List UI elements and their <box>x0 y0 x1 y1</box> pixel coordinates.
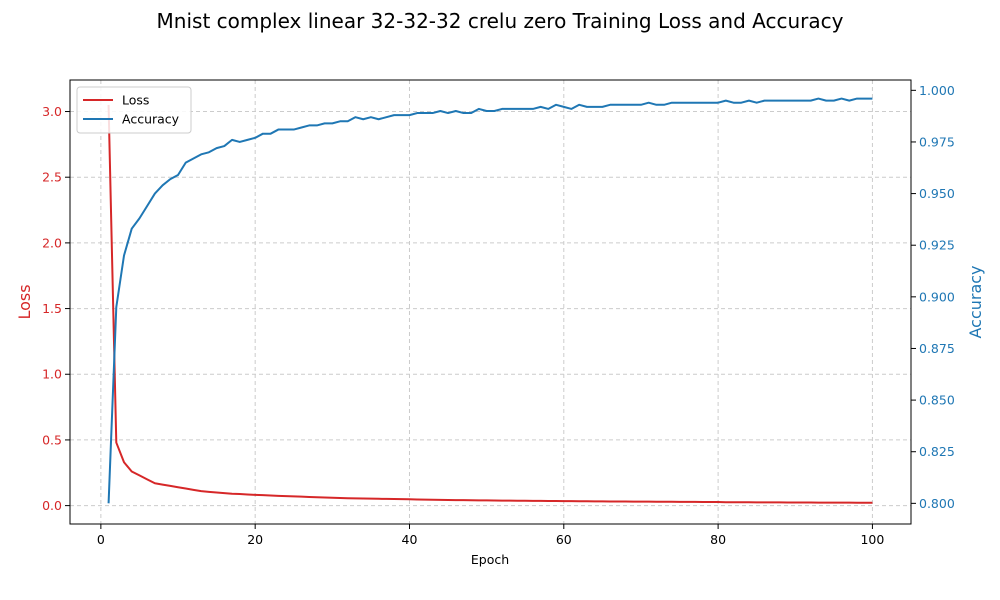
legend-label-accuracy: Accuracy <box>122 112 180 127</box>
legend: Loss Accuracy <box>76 86 192 134</box>
left-y-tick-label: 1.5 <box>42 301 62 316</box>
left-y-tick-label: 2.0 <box>42 235 62 250</box>
right-y-axis-label: Accuracy <box>966 265 985 338</box>
right-y-tick-label: 0.925 <box>919 238 955 253</box>
x-axis: 0 20 40 60 80 100 <box>97 524 884 547</box>
right-y-tick-label: 0.825 <box>919 444 955 459</box>
x-tick-label: 40 <box>402 532 418 547</box>
series-line-loss <box>107 104 873 504</box>
x-axis-label: Epoch <box>471 552 509 567</box>
series-lines <box>107 97 873 504</box>
grid-lines <box>70 80 911 524</box>
x-tick-label: 0 <box>97 532 105 547</box>
left-y-axis-label: Loss <box>15 284 34 319</box>
series-line-accuracy <box>107 97 873 504</box>
legend-label-loss: Loss <box>122 93 149 108</box>
right-y-tick-label: 1.000 <box>919 83 955 98</box>
left-y-tick-label: 0.0 <box>42 498 62 513</box>
left-y-tick-label: 0.5 <box>42 432 62 447</box>
x-tick-label: 80 <box>710 532 726 547</box>
right-y-tick-label: 0.950 <box>919 186 955 201</box>
right-y-tick-label: 0.875 <box>919 341 955 356</box>
right-y-tick-label: 0.975 <box>919 134 955 149</box>
left-y-tick-label: 3.0 <box>42 104 62 119</box>
left-y-tick-label: 1.0 <box>42 367 62 382</box>
right-y-tick-label: 0.850 <box>919 393 955 408</box>
x-tick-label: 60 <box>556 532 572 547</box>
right-y-tick-label: 0.800 <box>919 496 955 511</box>
right-y-axis: 0.800 0.825 0.850 0.875 0.900 0.925 0.950 0.975… <box>911 83 955 511</box>
left-y-tick-label: 2.5 <box>42 170 62 185</box>
plot-frame <box>69 79 912 525</box>
right-y-tick-label: 0.900 <box>919 289 955 304</box>
chart-title: Mnist complex linear 32-32-32 crelu zero… <box>157 9 844 33</box>
left-y-axis: 0.0 0.5 1.0 1.5 2.0 2.5 3.0 <box>42 104 70 513</box>
x-tick-label: 20 <box>247 532 263 547</box>
x-tick-label: 100 <box>860 532 884 547</box>
legend-box <box>76 86 192 134</box>
